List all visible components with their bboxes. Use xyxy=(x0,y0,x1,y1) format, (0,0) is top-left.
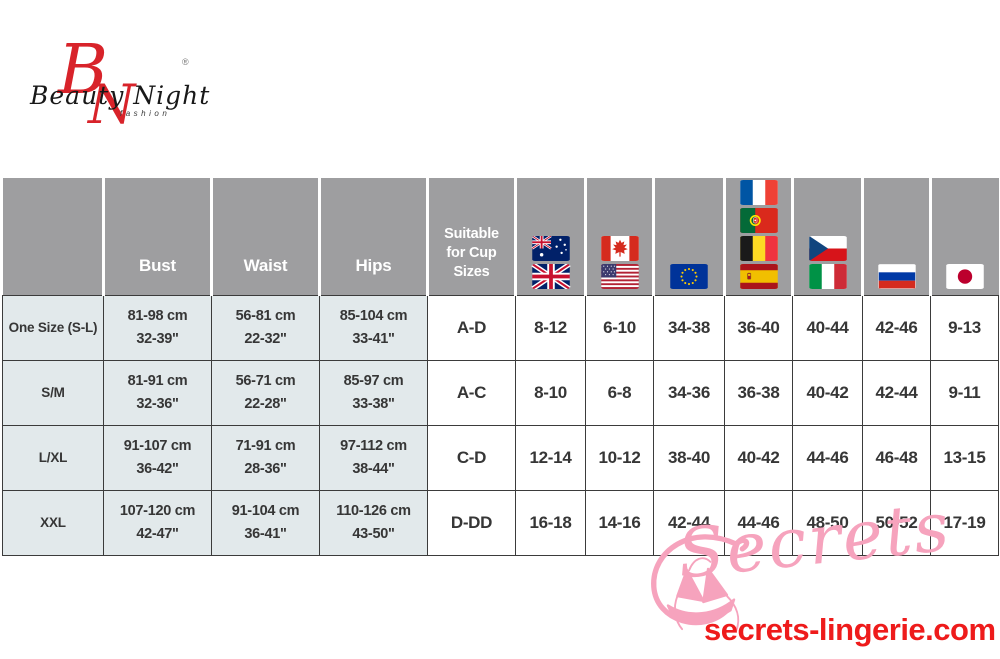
hips-cell: 97-112 cm 38-44" xyxy=(319,424,428,491)
monogram-b-glyph: B xyxy=(58,31,108,110)
uk-size-cell: 16-18 xyxy=(515,489,586,556)
size-conversion-table: Bust Waist Hips Suitable for Cup Sizes xyxy=(2,178,999,556)
fr-size-cell: 36-38 xyxy=(724,359,793,426)
size-label-cell: One Size (S-L) xyxy=(2,294,104,361)
size-label-cell: S/M xyxy=(2,359,104,426)
cup-cell: D-DD xyxy=(427,489,516,556)
table-body: One Size (S-L) 81-98 cm 32-39" 56-81 cm … xyxy=(2,294,999,556)
bust-cell: 81-91 cm 32-36" xyxy=(103,359,212,426)
table-row: One Size (S-L) 81-98 cm 32-39" 56-81 cm … xyxy=(2,294,999,361)
czech-republic-flag-icon xyxy=(808,235,848,261)
cz-it-size-cell: 40-44 xyxy=(792,294,863,361)
table-row: L/XL 91-107 cm 36-42" 71-91 cm 28-36" 97… xyxy=(2,424,999,491)
brand-name-text: Beauty Night xyxy=(30,81,211,110)
header-flags-ru xyxy=(861,178,931,296)
cz-it-size-cell: 44-46 xyxy=(792,424,863,491)
waist-cell: 91-104 cm 36-41" xyxy=(211,489,320,556)
hips-cell: 85-104 cm 33-41" xyxy=(319,294,428,361)
header-waist: Waist xyxy=(210,178,320,296)
ru-size-cell: 42-46 xyxy=(862,294,931,361)
belgium-flag-icon xyxy=(739,235,779,261)
header-flags-ca-us xyxy=(584,178,654,296)
waist-cell: 71-91 cm 28-36" xyxy=(211,424,320,491)
us-size-cell: 10-12 xyxy=(585,424,654,491)
us-size-cell: 6-10 xyxy=(585,294,654,361)
united-states-flag-icon xyxy=(600,263,640,289)
jp-size-cell: 9-11 xyxy=(930,359,999,426)
australia-flag-icon xyxy=(531,235,571,261)
eu-size-cell: 38-40 xyxy=(653,424,725,491)
header-cup-sizes: Suitable for Cup Sizes xyxy=(426,178,516,296)
fr-size-cell: 36-40 xyxy=(724,294,793,361)
france-flag-icon xyxy=(739,179,779,205)
cup-cell: C-D xyxy=(427,424,516,491)
monogram-n-glyph: N xyxy=(88,73,136,136)
ru-size-cell: 50-52 xyxy=(862,489,931,556)
waist-cell: 56-81 cm 22-32" xyxy=(211,294,320,361)
portugal-flag-icon xyxy=(739,207,779,233)
cz-it-size-cell: 40-42 xyxy=(792,359,863,426)
waist-cell: 56-71 cm 22-28" xyxy=(211,359,320,426)
cup-cell: A-C xyxy=(427,359,516,426)
eu-size-cell: 42-44 xyxy=(653,489,725,556)
us-size-cell: 14-16 xyxy=(585,489,654,556)
italy-flag-icon xyxy=(808,263,848,289)
fr-size-cell: 44-46 xyxy=(724,489,793,556)
uk-size-cell: 12-14 xyxy=(515,424,586,491)
registered-trademark-icon: ® xyxy=(182,57,189,67)
header-bust: Bust xyxy=(102,178,212,296)
jp-size-cell: 17-19 xyxy=(930,489,999,556)
russia-flag-icon xyxy=(877,263,917,289)
ru-size-cell: 42-44 xyxy=(862,359,931,426)
header-flags-fr-pt-be-es xyxy=(723,178,793,296)
uk-size-cell: 8-10 xyxy=(515,359,586,426)
canada-flag-icon xyxy=(600,235,640,261)
ru-size-cell: 46-48 xyxy=(862,424,931,491)
japan-flag-icon xyxy=(945,263,985,289)
bust-cell: 107-120 cm 42-47" xyxy=(103,489,212,556)
table-row: XXL 107-120 cm 42-47" 91-104 cm 36-41" 1… xyxy=(2,489,999,556)
bust-cell: 81-98 cm 32-39" xyxy=(103,294,212,361)
header-size-blank xyxy=(2,178,104,296)
site-url-watermark: secrets-lingerie.com xyxy=(704,612,996,647)
cup-cell: A-D xyxy=(427,294,516,361)
fr-size-cell: 40-42 xyxy=(724,424,793,491)
header-flags-jp xyxy=(929,178,999,296)
uk-size-cell: 8-12 xyxy=(515,294,586,361)
us-size-cell: 6-8 xyxy=(585,359,654,426)
header-flags-au-uk xyxy=(514,178,586,296)
header-hips: Hips xyxy=(318,178,428,296)
table-header-row: Bust Waist Hips Suitable for Cup Sizes xyxy=(2,178,999,296)
header-flags-eu xyxy=(652,178,725,296)
brand-sub-label: fashion xyxy=(120,109,171,118)
hips-cell: 85-97 cm 33-38" xyxy=(319,359,428,426)
header-flags-cz-it xyxy=(791,178,863,296)
table-row: S/M 81-91 cm 32-36" 56-71 cm 22-28" 85-9… xyxy=(2,359,999,426)
eu-size-cell: 34-38 xyxy=(653,294,725,361)
size-label-cell: L/XL xyxy=(2,424,104,491)
hips-cell: 110-126 cm 43-50" xyxy=(319,489,428,556)
united-kingdom-flag-icon xyxy=(530,263,571,289)
cz-it-size-cell: 48-50 xyxy=(792,489,863,556)
bust-cell: 91-107 cm 36-42" xyxy=(103,424,212,491)
size-label-cell: XXL xyxy=(2,489,104,556)
jp-size-cell: 13-15 xyxy=(930,424,999,491)
european-union-flag-icon xyxy=(669,263,709,289)
beauty-night-logo: B N Beauty Night fashion ® xyxy=(30,31,211,140)
jp-size-cell: 9-13 xyxy=(930,294,999,361)
eu-size-cell: 34-36 xyxy=(653,359,725,426)
spain-flag-icon xyxy=(739,263,779,289)
